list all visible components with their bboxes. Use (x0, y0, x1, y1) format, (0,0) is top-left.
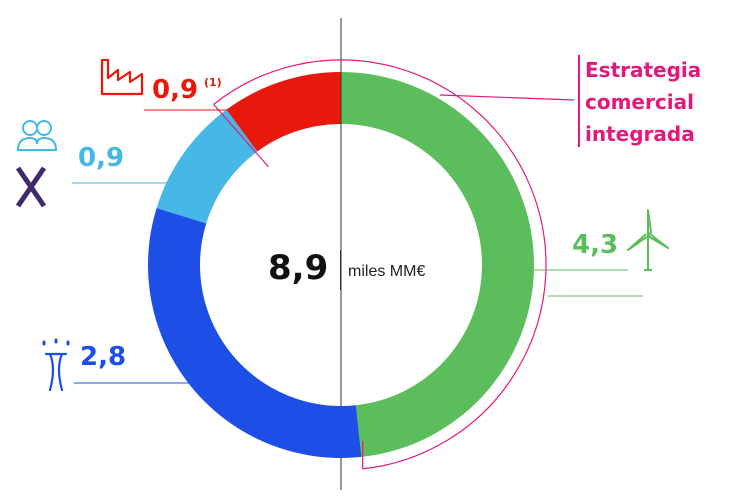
segment-labels: 4,3 2,8 0,9 0,9 (1) (78, 75, 618, 372)
power-pylon-icon (42, 338, 70, 392)
wind-turbine-icon (627, 209, 669, 271)
annotation-bracket (578, 55, 580, 147)
total-value: 8,9 (268, 248, 329, 288)
annotation-line-3: integrada (585, 122, 695, 146)
donut-slice-1 (147, 207, 362, 458)
segment-icons (15, 58, 669, 392)
annotation-line-1: Estrategia (585, 58, 702, 82)
slice-value-label-1: 2,8 (80, 342, 126, 372)
cross-icon (15, 166, 47, 208)
strategy-arc-tick (213, 103, 269, 168)
strategy-arc (213, 59, 575, 470)
users-icon (16, 120, 58, 151)
slice-note-3: (1) (204, 76, 222, 89)
center-separator (340, 250, 341, 290)
slice-value-label-0: 4,3 (572, 230, 618, 260)
slice-value-label-3: 0,9 (152, 75, 198, 105)
donut-slice-2 (156, 109, 258, 224)
factory-icon (100, 58, 144, 96)
guide-lines (72, 109, 643, 384)
strategy-connector (439, 94, 575, 101)
strategy-arc-path (213, 59, 547, 470)
annotation-line-2: comercial (585, 90, 694, 114)
total-unit: miles MM€ (348, 263, 426, 280)
donut-slice-3 (226, 72, 341, 152)
donut-slice-0 (341, 71, 535, 457)
annotation-strategy: Estrategia comercial integrada (585, 54, 725, 150)
donut-ring (147, 18, 535, 490)
slice-value-label-2: 0,9 (78, 143, 124, 173)
